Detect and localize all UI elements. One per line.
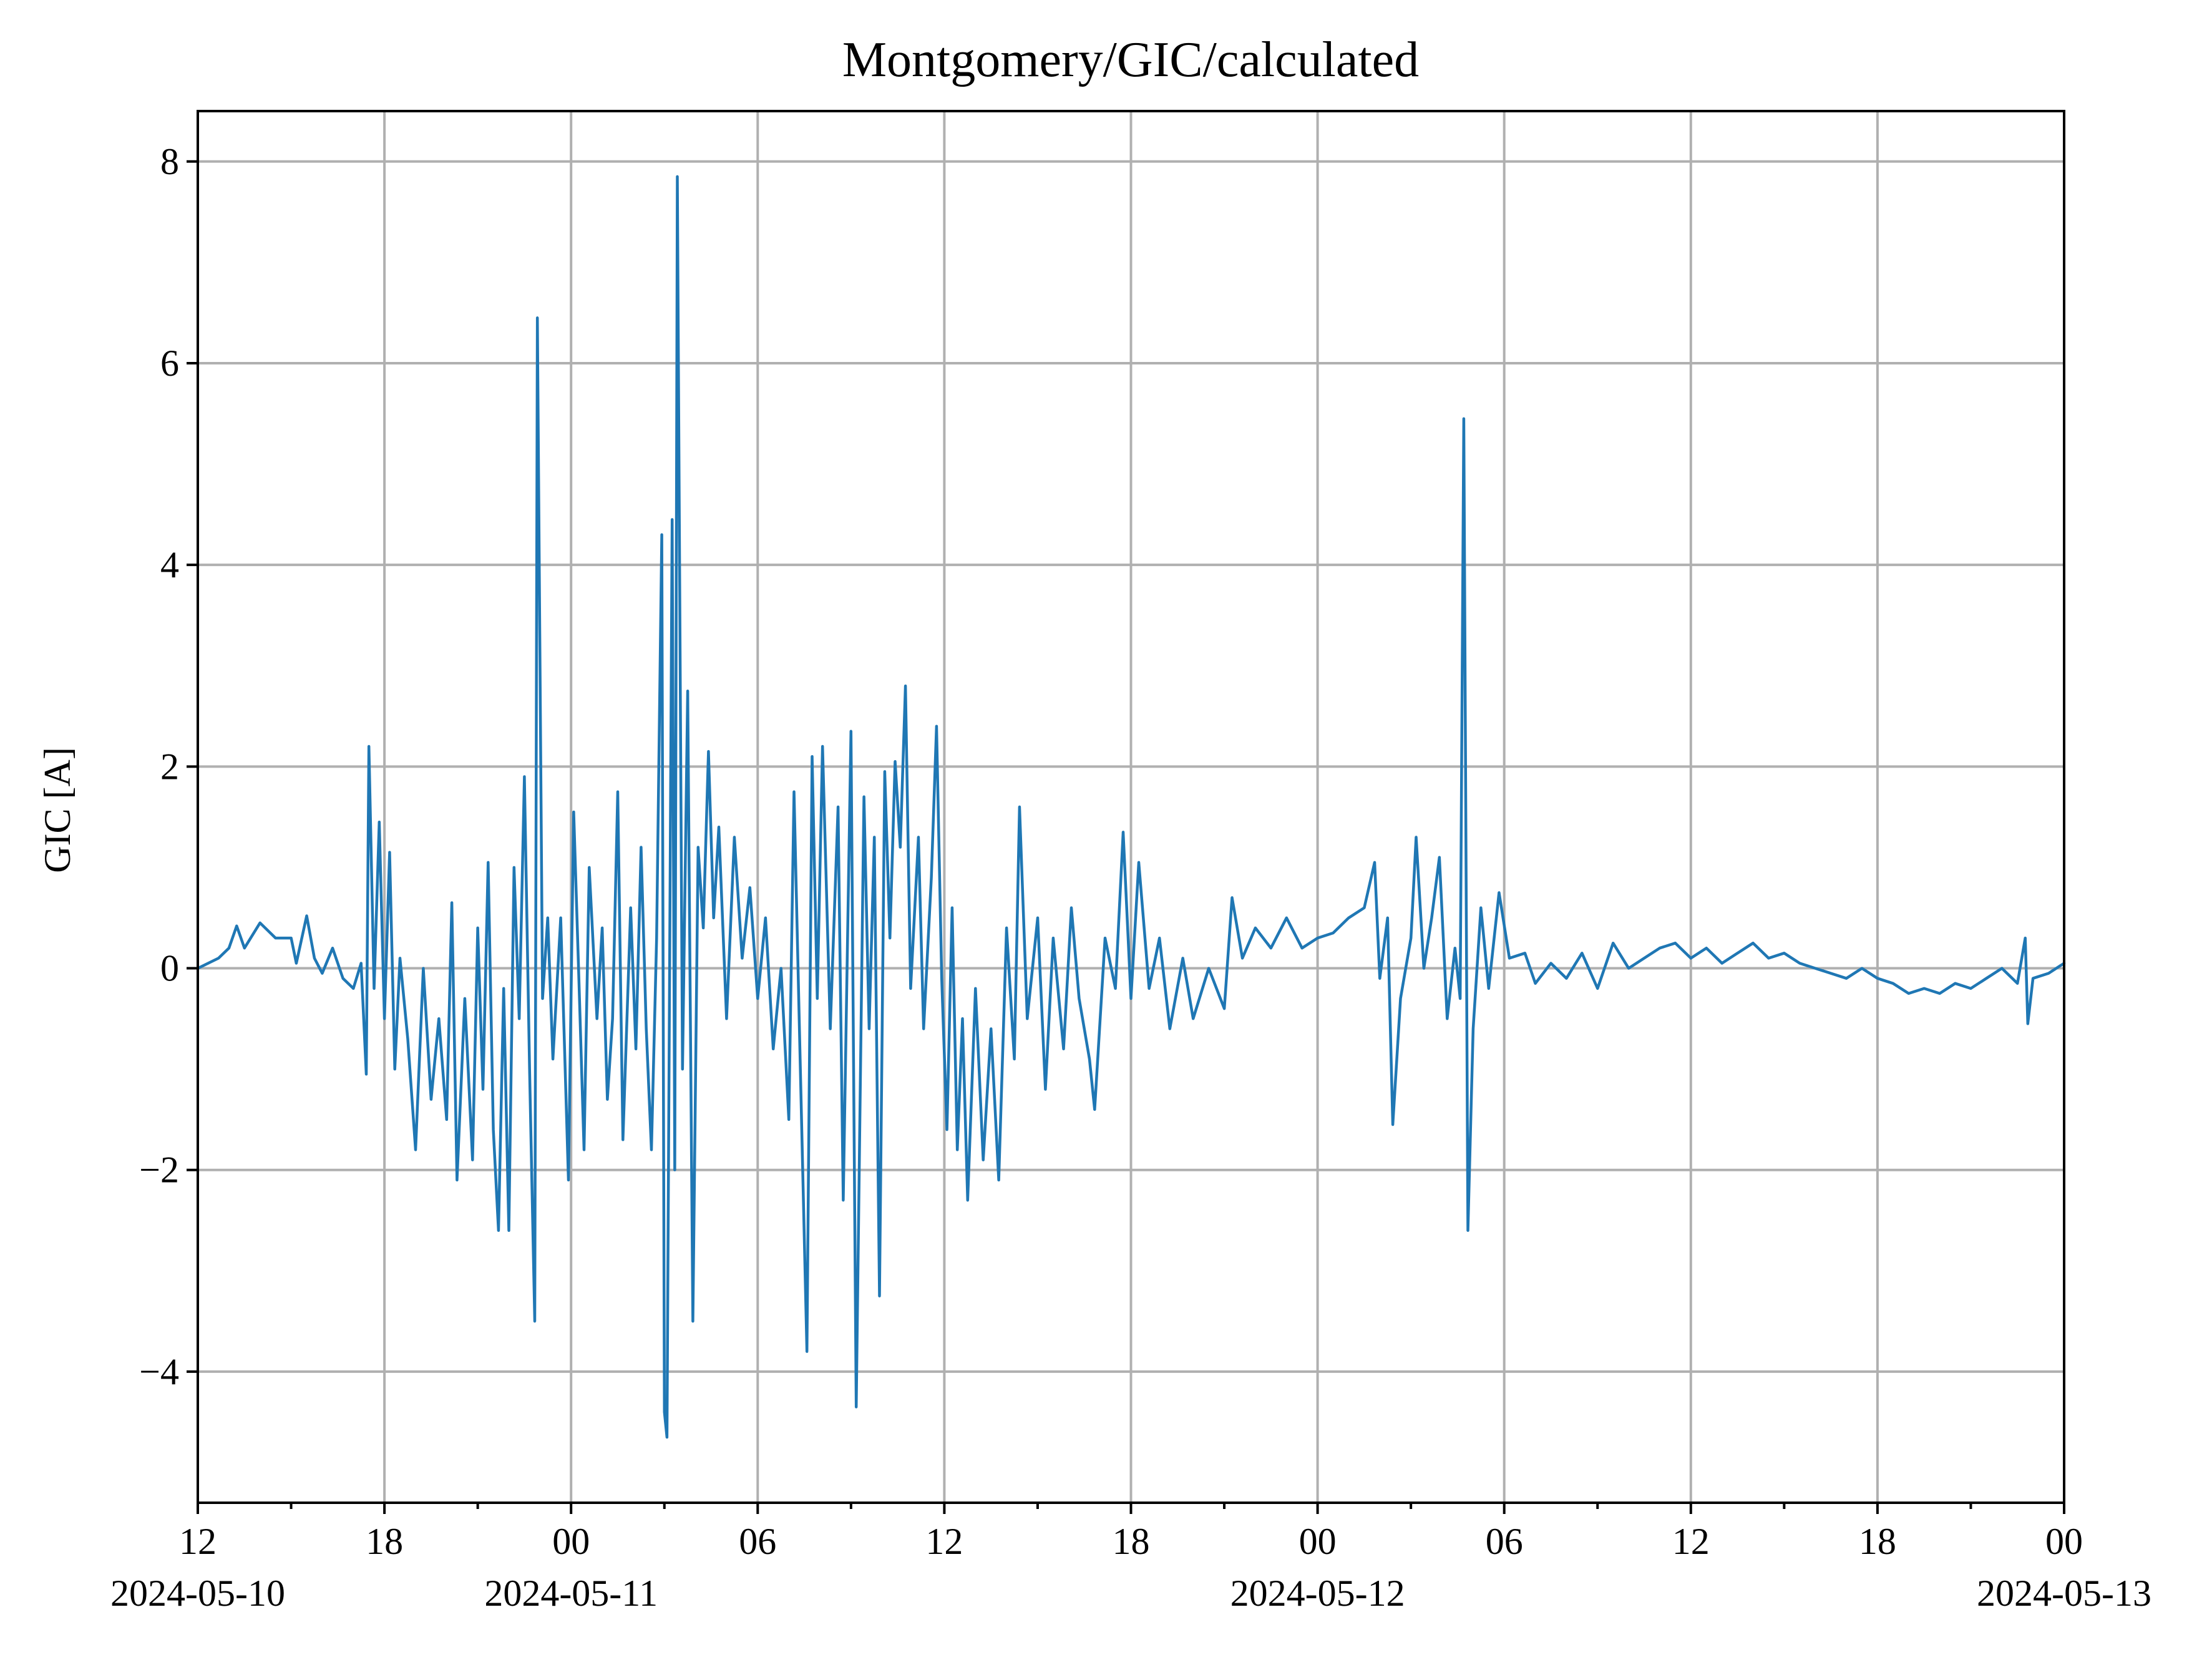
- x-date-label: 2024-05-12: [1230, 1573, 1405, 1614]
- x-tick-label: 00: [552, 1521, 590, 1562]
- y-tick-label: 2: [160, 746, 179, 787]
- series-layer: [196, 175, 2066, 1439]
- x-date-label: 2024-05-10: [110, 1573, 285, 1614]
- x-date-label: 2024-05-13: [1977, 1573, 2151, 1614]
- chart-title: Montgomery/GIC/calculated: [842, 32, 1419, 87]
- y-tick-label: 6: [160, 343, 179, 384]
- x-tick-label: 06: [1486, 1521, 1523, 1562]
- series-line: [196, 175, 2066, 1439]
- x-tick-label: 18: [1113, 1521, 1150, 1562]
- x-date-label: 2024-05-11: [484, 1573, 658, 1614]
- x-tick-label: 18: [1859, 1521, 1896, 1562]
- x-tick-label: 06: [739, 1521, 776, 1562]
- y-tick-label: 4: [160, 544, 179, 585]
- y-tick-label: 0: [160, 948, 179, 989]
- grid-lines: [197, 111, 2065, 1503]
- y-axis: −4 −2 0 2 4 6 8: [139, 141, 198, 1392]
- x-tick-label: 00: [2045, 1521, 2083, 1562]
- y-tick-label: −4: [139, 1351, 179, 1392]
- x-tick-label: 12: [925, 1521, 963, 1562]
- x-tick-label: 00: [1299, 1521, 1337, 1562]
- y-tick-label: −2: [139, 1150, 179, 1191]
- x-axis: 12 2024-05-10 18 00 2024-05-11 06 12 18 00 2024-0…: [110, 1503, 2151, 1614]
- x-tick-label: 18: [366, 1521, 403, 1562]
- y-axis-label: GIC [A]: [37, 747, 78, 873]
- y-tick-label: 8: [160, 141, 179, 182]
- x-tick-label: 12: [179, 1521, 217, 1562]
- x-tick-label: 12: [1672, 1521, 1710, 1562]
